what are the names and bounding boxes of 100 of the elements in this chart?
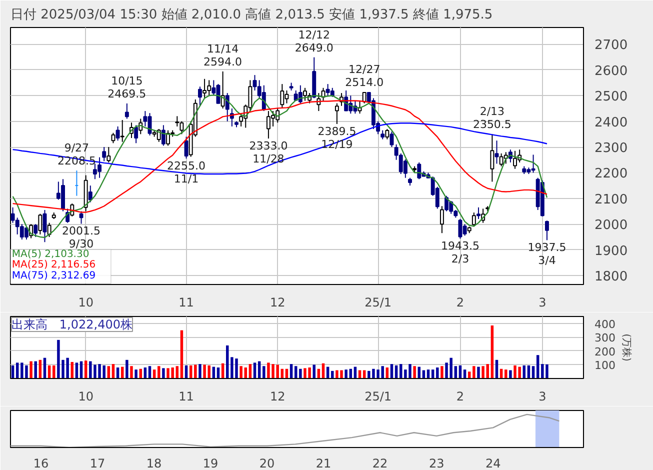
bar [162,368,165,378]
annotation: 1937.5 3/4 [528,241,566,268]
bar [240,366,242,378]
bar [509,370,512,378]
x-tick-label: 3 [538,390,546,404]
candlestick [472,212,476,228]
annotation: 2333.0 11/28 [249,140,288,166]
candlestick [385,128,390,140]
candlestick [390,131,394,148]
bar [180,330,184,378]
candlestick [440,206,444,234]
x-tick-label: 24 [485,456,501,470]
x-tick-label: 25/1 [364,296,392,310]
x-tick-label: 22 [372,456,388,470]
candlestick [225,92,230,122]
candlestick [444,195,449,212]
x-tick-label: 10 [78,296,94,310]
chart-title: 出来高 1,022,400株 [11,318,132,332]
candlestick [42,209,47,243]
annotation: 2255.0 11/1 [167,160,206,186]
candlestick [88,185,92,203]
bar [299,368,302,378]
candlestick [79,210,84,224]
annotation: 2001.5 9/30 [62,224,101,251]
bar [344,370,348,378]
annotation: 10/15 2469.5 [108,74,146,100]
candlestick [280,84,284,109]
x-tick-label: 10 [78,390,94,404]
candlestick [184,136,188,160]
x-tick-label: 20 [259,456,275,470]
y-tick-label: 1900 [594,244,628,259]
bar [34,361,37,378]
candlestick [34,224,38,238]
x-tick-label: 3 [538,296,546,310]
y-tick-label: 2600 [594,64,628,79]
candlestick [38,213,42,235]
annotation: 12/27 2514.0 [345,63,384,90]
candlestick [544,220,549,241]
x-tick-label: 21 [316,456,332,470]
bar [490,325,494,378]
x-tick-label: 12 [270,296,286,310]
candlestick [334,102,339,125]
candlestick [298,84,302,104]
y-tick-label: 400 [594,318,616,331]
bar [130,366,133,378]
candlestick [120,120,124,142]
y-axis-title: (万株) [620,334,632,362]
candlestick [161,124,166,146]
y-tick-label: 2300 [594,141,628,156]
y-tick-label: 2000 [594,218,628,234]
y-tick-label: 2100 [594,192,628,208]
bar [331,370,334,378]
candlestick [106,146,111,163]
candlestick [417,162,422,180]
bar [504,370,508,378]
bar [472,366,476,378]
candlestick [175,116,180,127]
x-tick-label: 17 [90,456,106,470]
x-tick-label: 18 [146,456,162,470]
x-tick-label: 25/1 [364,390,392,404]
annotation: 1943.5 2/3 [440,240,480,266]
x-tick-label: 11 [178,390,194,404]
bar [440,366,444,378]
candlestick [202,78,207,99]
x-tick-label: 11 [178,296,194,310]
x-tick-label: 23 [428,456,444,470]
x-tick-label: 2 [456,390,464,404]
y-tick-label: 200 [594,345,616,358]
bar [30,361,32,378]
y-tick-label: 2200 [594,166,628,182]
candlestick [124,102,129,120]
candlestick [102,146,106,162]
text: MA(25) 2,116.56 [12,260,96,271]
bar [226,345,229,378]
candlestick [403,158,408,178]
x-tick-label: 16 [33,456,49,470]
candlestick [111,132,116,144]
series-label: MA(5) 2,103.30 [12,248,90,260]
bar [413,366,416,378]
candlestick [362,92,366,104]
bar [134,370,138,378]
x-tick-label: 2 [456,296,464,310]
candlestick [116,126,120,142]
bar [436,367,439,378]
annotation: 11/14 2594.0 [204,42,242,68]
bar [262,366,266,378]
y-tick-label: 300 [594,332,616,345]
candlestick [198,86,202,106]
candlestick [134,124,138,144]
bar [477,366,480,378]
chart-title: 日付 2025/03/04 15:30 始値 2,010.0 高値 2,013.5 安値 1,937.5 終値 1,975.5 [10,6,493,22]
x-tick-label: 12 [270,390,286,404]
bar [198,364,202,378]
y-tick-label: 1800 [594,270,628,285]
candlestick [490,134,494,182]
annotation: 2/13 2350.5 [472,105,512,132]
y-tick-label: 2700 [594,38,628,54]
y-tick-label: 2400 [594,115,628,130]
text: MA(75) 2,312.69 [12,270,96,282]
candlestick [476,206,480,220]
